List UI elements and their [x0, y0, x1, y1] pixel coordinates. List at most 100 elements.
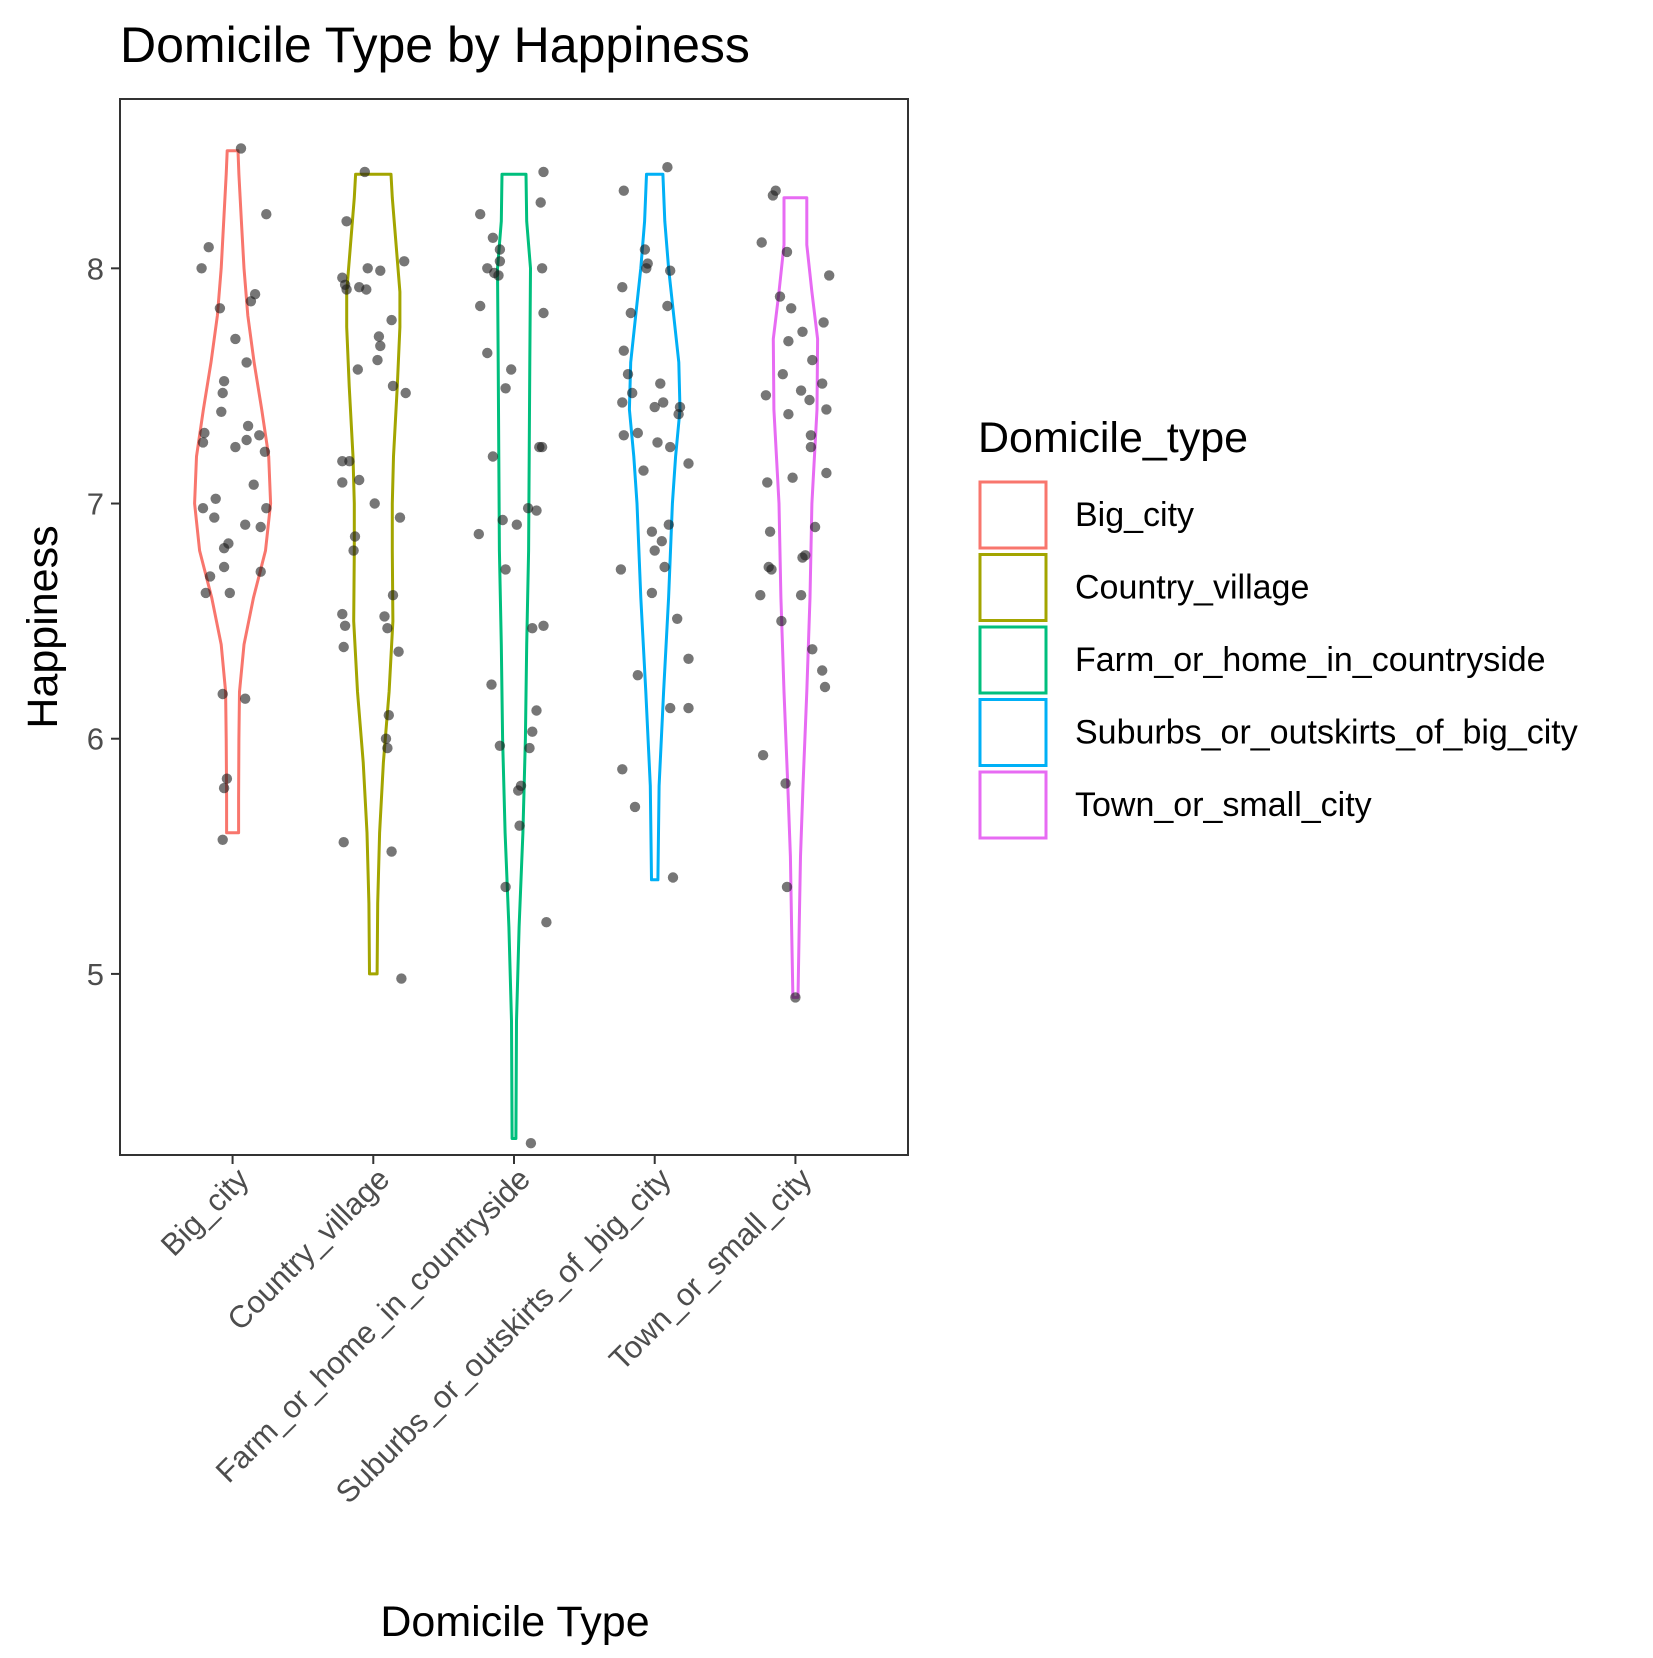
data-point [497, 514, 508, 526]
data-point [383, 710, 394, 721]
data-point [665, 702, 676, 714]
data-point [337, 608, 348, 620]
data-point [393, 646, 404, 657]
data-point [781, 881, 793, 893]
data-point [804, 394, 815, 406]
data-point [805, 441, 817, 453]
data-point [230, 333, 241, 345]
data-point [337, 477, 348, 488]
data-point [535, 197, 546, 208]
data-point [821, 467, 832, 479]
data-point [646, 526, 658, 537]
data-point [511, 519, 522, 530]
data-point [359, 166, 370, 178]
data-point [387, 380, 399, 392]
data-point [787, 472, 798, 483]
data-point [649, 401, 660, 413]
data-point [767, 190, 779, 201]
y-tick-label: 5 [87, 957, 104, 992]
legend-label: Big_city [1075, 496, 1194, 534]
data-point [797, 326, 808, 337]
data-point [248, 479, 259, 490]
data-point [210, 493, 221, 504]
data-point [618, 185, 629, 196]
legend-label: Country_village [1075, 569, 1309, 607]
data-point [536, 263, 548, 274]
legend-key [978, 770, 1048, 840]
data-point [338, 837, 349, 848]
data-point [240, 519, 251, 530]
legend-key [978, 698, 1048, 767]
violin-big-city [193, 149, 273, 835]
data-point [757, 750, 769, 761]
data-point [652, 437, 663, 448]
data-point [807, 354, 818, 366]
data-point [809, 521, 821, 533]
data-point [386, 846, 397, 857]
data-point [524, 742, 535, 754]
data-point [659, 561, 670, 573]
y-axis: 5 6 7 8 [87, 251, 120, 992]
data-point [629, 801, 641, 813]
data-point [617, 764, 628, 775]
data-point [493, 270, 504, 281]
data-point [254, 430, 265, 441]
data-point [373, 331, 385, 342]
data-point [255, 521, 266, 533]
data-point [382, 742, 393, 754]
data-point [658, 397, 669, 408]
data-point [527, 623, 538, 634]
data-point [764, 526, 776, 537]
data-point [824, 270, 835, 281]
data-point [646, 587, 658, 599]
violin-farm-or-home-in-countryside [496, 172, 532, 1140]
data-point [362, 263, 373, 274]
legend: Domicile_type Big_city Country_village Far… [978, 414, 1578, 840]
data-point [204, 571, 216, 582]
data-point [394, 512, 406, 523]
data-point [494, 244, 506, 255]
data-point [235, 143, 247, 154]
data-point [203, 242, 214, 253]
data-point [783, 409, 794, 420]
legend-title: Domicile_type [978, 414, 1248, 462]
data-point [348, 545, 359, 556]
data-point [338, 641, 349, 653]
data-point [638, 465, 649, 476]
data-point [224, 587, 235, 599]
data-point [683, 458, 694, 469]
data-point [369, 498, 380, 509]
data-point [755, 590, 766, 601]
data-point [379, 611, 390, 622]
data-point [261, 503, 272, 514]
data-point [380, 733, 392, 744]
data-point [197, 437, 209, 448]
data-point [514, 820, 525, 831]
data-point [506, 364, 517, 375]
data-point [513, 785, 524, 796]
data-point [500, 383, 511, 394]
y-axis-title: Happiness [19, 525, 67, 728]
legend-label: Farm_or_home_in_countryside [1075, 641, 1546, 679]
legend-key [978, 553, 1048, 622]
data-point [197, 503, 209, 514]
data-point [482, 347, 493, 359]
data-point [672, 613, 683, 624]
data-point [487, 451, 499, 462]
data-point [386, 314, 397, 326]
y-tick-label: 7 [87, 487, 104, 522]
data-point [214, 303, 226, 314]
data-point [807, 644, 818, 655]
data-point [259, 446, 271, 457]
data-point [617, 282, 628, 293]
data-point [641, 263, 652, 274]
data-point [776, 615, 787, 627]
data-point [375, 265, 386, 276]
data-point [783, 336, 794, 347]
data-point [337, 456, 348, 467]
data-point [525, 1138, 537, 1149]
data-point [475, 300, 486, 312]
chart-title: Domicile Type by Happiness [120, 17, 750, 73]
data-point [339, 620, 351, 631]
data-point [618, 345, 629, 356]
